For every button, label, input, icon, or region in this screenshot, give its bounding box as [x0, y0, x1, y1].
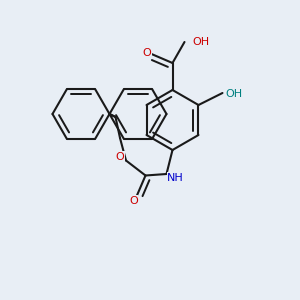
Text: NH: NH	[167, 173, 184, 183]
Text: O: O	[116, 152, 124, 162]
Text: O: O	[129, 196, 138, 206]
Text: OH: OH	[226, 89, 243, 99]
Text: O: O	[142, 49, 152, 58]
Text: OH: OH	[192, 37, 209, 46]
